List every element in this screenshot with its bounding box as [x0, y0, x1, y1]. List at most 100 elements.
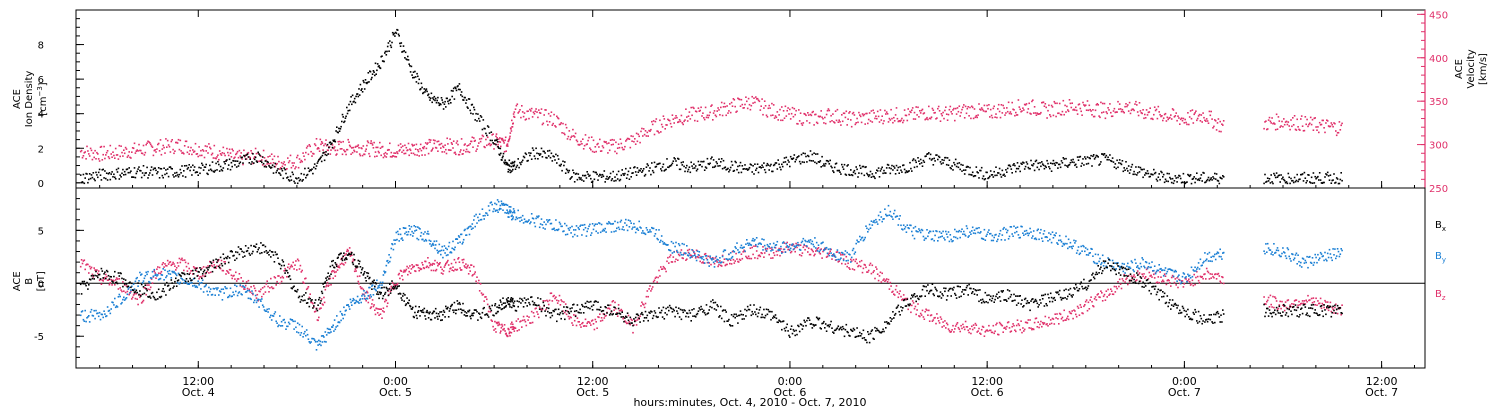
bz-series-point [820, 248, 822, 250]
bz-series-point [347, 250, 349, 252]
velocity-series-point [1264, 121, 1266, 123]
velocity-series-point [287, 157, 289, 159]
velocity-series-point [1017, 99, 1020, 101]
density-series-point [1298, 178, 1300, 181]
density-series-point [1263, 182, 1265, 185]
density-series-point [866, 172, 868, 175]
density-series-point [107, 173, 110, 175]
velocity-series-point [497, 143, 499, 146]
by-series-point [384, 272, 386, 274]
velocity-series-point [591, 150, 594, 153]
velocity-series-point [1219, 120, 1221, 123]
velocity-series-point [398, 150, 400, 152]
velocity-series-point [945, 106, 947, 108]
by-series-point [439, 250, 441, 252]
density-series-point [531, 147, 534, 149]
velocity-series-point [292, 164, 294, 167]
bz-series-point [426, 265, 428, 268]
bz-series-point [1205, 278, 1207, 280]
velocity-series-point [1208, 110, 1211, 113]
bz-series-point [399, 277, 401, 280]
density-series-point [689, 171, 692, 174]
density-series-point [1046, 159, 1048, 162]
density-series-point [583, 174, 586, 177]
density-series-point [637, 171, 640, 173]
velocity-series-point [350, 153, 352, 155]
bz-series-point [676, 250, 678, 253]
density-series-point [747, 168, 750, 171]
velocity-series-point [351, 151, 354, 154]
density-series-point [600, 176, 603, 178]
velocity-series-point [1268, 116, 1271, 119]
density-series-point [1285, 181, 1288, 183]
by-series-point [476, 222, 478, 224]
velocity-series-point [566, 138, 569, 140]
density-series-point [1035, 159, 1038, 162]
by-series-point [373, 288, 375, 290]
velocity-series-point [369, 142, 372, 145]
density-series-point [82, 173, 85, 176]
bz-series-point [265, 283, 268, 285]
density-series-point [1281, 178, 1283, 180]
bz-series-point [1099, 296, 1101, 299]
by-series-point [325, 341, 327, 343]
bz-series-point [295, 260, 297, 262]
bz-series-point [459, 267, 461, 269]
bz-series-point [105, 275, 108, 278]
bz-series-point [114, 284, 116, 286]
velocity-series-point [893, 120, 896, 122]
velocity-series-point [1095, 104, 1098, 106]
density-series-point [495, 143, 497, 146]
density-series-point [407, 55, 409, 58]
velocity-series-point [1007, 101, 1010, 104]
density-series-point [417, 75, 419, 78]
bz-series-point [443, 266, 446, 268]
by-series-point [512, 218, 514, 220]
density-series-point [140, 170, 142, 172]
by-series-point [106, 306, 109, 308]
density-series-point [571, 176, 573, 178]
bz-series-point [1173, 281, 1176, 284]
bz-series-point [552, 295, 554, 298]
density-series-point [975, 166, 978, 168]
bz-series-point [212, 261, 215, 263]
bz-series-point [769, 247, 771, 249]
velocity-series-point [209, 146, 211, 149]
velocity-series-point [831, 120, 833, 122]
density-series-point [270, 166, 273, 169]
by-series-point [427, 230, 429, 233]
by-series-point [239, 284, 242, 286]
density-series-point [90, 174, 93, 176]
density-series-point [759, 166, 762, 168]
velocity-series-point [730, 101, 733, 104]
velocity-series-point [467, 150, 469, 153]
density-series-point [798, 155, 800, 157]
bz-series-point [1182, 286, 1185, 288]
density-series-point [364, 79, 367, 81]
bz-series-point [361, 287, 363, 289]
bz-series-point [287, 263, 290, 265]
velocity-series-point [761, 98, 763, 100]
by-series-point [203, 285, 206, 288]
density-series-point [156, 172, 158, 175]
velocity-series-point [511, 126, 514, 128]
density-series-point [754, 163, 756, 165]
density-series-point [1302, 180, 1305, 182]
by-series-point [284, 321, 286, 324]
velocity-series-point [705, 116, 708, 119]
bz-series-point [1308, 299, 1310, 302]
bz-series-point [491, 320, 493, 322]
bz-series-point [707, 255, 710, 258]
by-series-point [228, 294, 231, 297]
velocity-series-point [933, 112, 935, 114]
velocity-series-point [192, 151, 195, 153]
velocity-series-point [850, 125, 853, 128]
bz-series-point [1131, 278, 1134, 280]
density-series-point [711, 156, 713, 158]
velocity-series-point [113, 154, 115, 157]
velocity-series-point [951, 113, 953, 115]
density-series-point [1049, 162, 1052, 164]
velocity-series-point [1043, 105, 1046, 107]
velocity-series-point [280, 161, 283, 164]
bz-series-point [192, 273, 194, 275]
